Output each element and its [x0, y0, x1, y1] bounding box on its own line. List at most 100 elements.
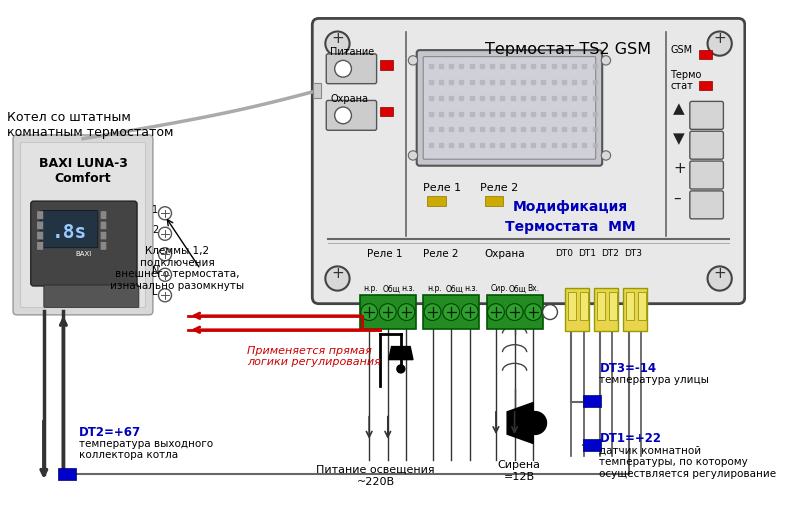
Text: 2: 2 [152, 225, 158, 235]
Polygon shape [507, 402, 534, 444]
FancyBboxPatch shape [44, 285, 139, 308]
Bar [380, 60, 394, 70]
Circle shape [379, 304, 396, 320]
Text: +: + [331, 266, 344, 281]
FancyBboxPatch shape [37, 211, 43, 219]
Text: +: + [714, 31, 726, 46]
Text: +: + [331, 31, 344, 46]
Text: 1: 1 [152, 204, 158, 215]
Text: Клеммы 1,2
подключения
внешнего термостата,
изначально разомкнуты: Клеммы 1,2 подключения внешнего термоста… [110, 246, 244, 291]
Circle shape [158, 289, 171, 302]
Circle shape [334, 60, 351, 77]
FancyBboxPatch shape [423, 57, 596, 159]
FancyBboxPatch shape [326, 101, 377, 130]
Circle shape [523, 411, 547, 435]
FancyBboxPatch shape [100, 232, 106, 240]
Circle shape [506, 304, 523, 320]
Text: DT2: DT2 [602, 249, 619, 257]
FancyBboxPatch shape [417, 50, 602, 166]
Text: Сир.: Сир. [490, 284, 508, 294]
Circle shape [326, 266, 350, 291]
Bar [314, 83, 321, 98]
Circle shape [158, 268, 171, 281]
Text: DT3: DT3 [624, 249, 642, 257]
Bar [427, 197, 446, 206]
Bar [638, 293, 646, 320]
Text: Котел со штатным
комнатным термостатом: Котел со штатным комнатным термостатом [7, 111, 174, 139]
Text: Питание: Питание [330, 47, 374, 57]
Circle shape [424, 304, 441, 320]
Bar [580, 293, 588, 320]
Bar [58, 467, 77, 480]
FancyBboxPatch shape [37, 232, 43, 240]
Bar [360, 295, 416, 329]
Text: н.з.: н.з. [464, 284, 478, 294]
Text: +: + [673, 161, 686, 176]
Text: +: + [714, 266, 726, 281]
Polygon shape [389, 347, 413, 360]
Text: DT2=+67: DT2=+67 [79, 426, 142, 439]
Text: Общ: Общ [446, 284, 463, 294]
Text: н.р.: н.р. [363, 284, 378, 294]
Bar [626, 293, 634, 320]
Text: температура улицы: температура улицы [599, 376, 710, 385]
Bar [485, 197, 503, 206]
Bar [699, 50, 712, 59]
Bar [699, 81, 712, 90]
Circle shape [398, 304, 415, 320]
FancyBboxPatch shape [40, 211, 98, 248]
FancyBboxPatch shape [37, 221, 43, 230]
Bar [582, 439, 602, 451]
FancyBboxPatch shape [690, 191, 723, 219]
Bar [582, 395, 602, 407]
Circle shape [525, 304, 542, 320]
Circle shape [158, 207, 171, 220]
Circle shape [408, 56, 418, 65]
Text: Модификация
Термостата  ММ: Модификация Термостата ММ [505, 200, 636, 234]
Text: Сирена
=12В: Сирена =12В [498, 460, 541, 482]
Circle shape [158, 227, 171, 240]
Circle shape [462, 304, 478, 320]
Circle shape [542, 304, 558, 319]
Text: Реле 2: Реле 2 [480, 183, 518, 194]
Bar [486, 295, 542, 329]
Text: Реле 2: Реле 2 [423, 249, 458, 259]
Text: Термостат TS2 GSM: Термостат TS2 GSM [485, 42, 650, 57]
Text: BAXI: BAXI [76, 251, 92, 256]
Circle shape [158, 248, 171, 261]
Circle shape [334, 107, 351, 124]
Circle shape [361, 304, 378, 320]
Circle shape [707, 266, 732, 291]
Circle shape [707, 31, 732, 56]
Text: Охрана: Охрана [485, 249, 526, 259]
Text: Общ: Общ [382, 284, 400, 294]
FancyBboxPatch shape [30, 201, 137, 286]
FancyBboxPatch shape [690, 161, 723, 189]
Text: Применяется прямая
логики регулирования: Применяется прямая логики регулирования [247, 346, 381, 367]
Text: Охрана: Охрана [330, 94, 368, 104]
Text: Питание освещения
~220В: Питание освещения ~220В [316, 465, 435, 487]
Text: –: – [673, 191, 681, 206]
Text: DT1=+22: DT1=+22 [599, 432, 662, 445]
Circle shape [396, 364, 406, 374]
Bar [597, 293, 605, 320]
FancyBboxPatch shape [100, 221, 106, 230]
Circle shape [408, 151, 418, 160]
Bar [609, 293, 617, 320]
Text: температура выходного
коллектора котла: температура выходного коллектора котла [79, 439, 214, 460]
Text: DT3=-14: DT3=-14 [599, 362, 657, 376]
Text: н.з.: н.з. [401, 284, 414, 294]
Bar [565, 288, 589, 331]
FancyBboxPatch shape [690, 131, 723, 159]
FancyBboxPatch shape [37, 241, 43, 250]
Text: ▼: ▼ [673, 131, 685, 146]
Text: ▲: ▲ [673, 101, 685, 117]
FancyBboxPatch shape [326, 54, 377, 84]
Bar [594, 288, 618, 331]
Text: N: N [152, 266, 159, 276]
Circle shape [442, 304, 459, 320]
Bar [423, 295, 479, 329]
Circle shape [326, 31, 350, 56]
FancyBboxPatch shape [21, 142, 146, 308]
Bar [568, 293, 576, 320]
